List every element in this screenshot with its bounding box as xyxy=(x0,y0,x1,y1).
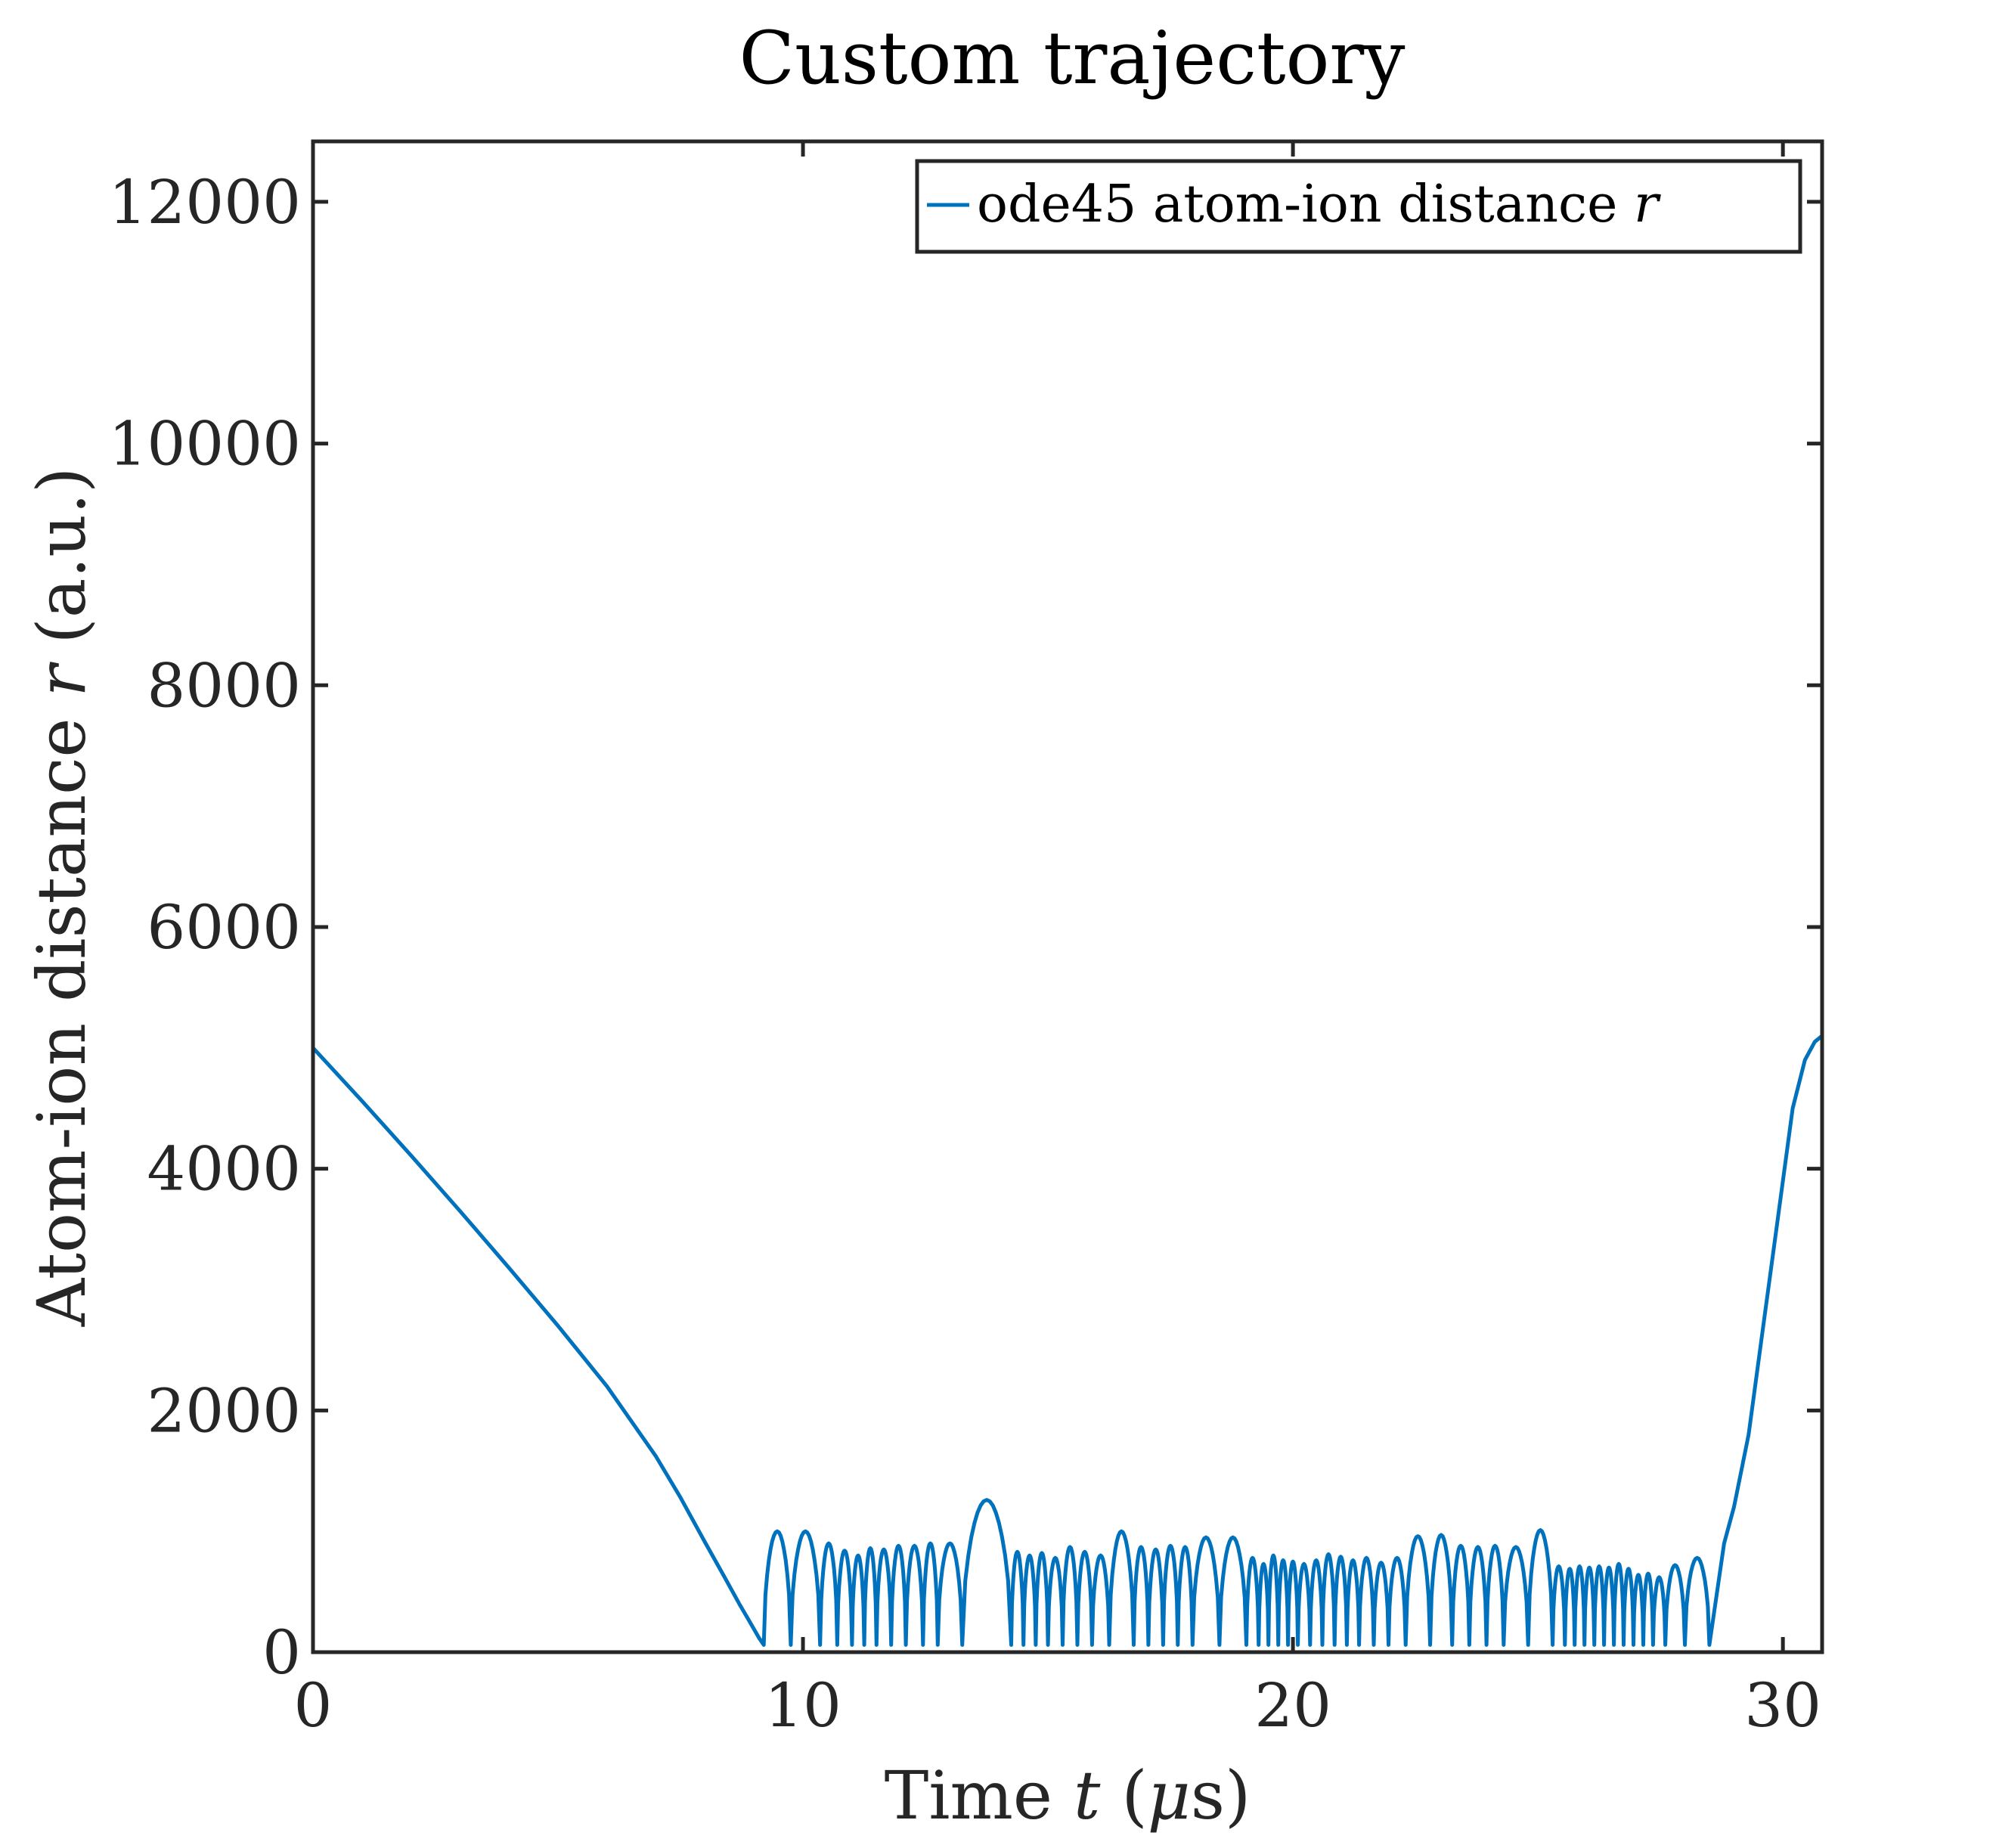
plot-area xyxy=(311,1034,1824,1647)
legend-label-var: r xyxy=(1634,175,1661,234)
legend: ode45 atom-ion distance r xyxy=(915,159,1802,254)
y-axis-label-suffix: (a.u.) xyxy=(23,467,101,665)
y-tick-label: 8000 xyxy=(147,650,301,721)
x-tick-label: 10 xyxy=(764,1670,841,1741)
axis-ticks xyxy=(311,141,1822,1654)
x-tick-label: 20 xyxy=(1254,1670,1331,1741)
legend-label-prefix: ode45 atom-ion distance xyxy=(977,175,1634,234)
chart-title: Custom trajectory xyxy=(739,16,1405,101)
y-tick-label: 6000 xyxy=(147,892,301,963)
axes-box xyxy=(311,139,1824,1654)
y-tick-label: 10000 xyxy=(109,409,302,479)
x-axis-label-open: ( xyxy=(1100,1757,1147,1834)
y-axis-label-var: r xyxy=(23,662,101,697)
x-axis-label-unit: s) xyxy=(1191,1757,1251,1834)
x-tick-label: 30 xyxy=(1744,1670,1821,1741)
series-line-r xyxy=(311,1034,1824,1647)
y-tick-label: 4000 xyxy=(147,1134,301,1205)
x-axis-label-var: t xyxy=(1074,1757,1101,1834)
legend-box xyxy=(915,159,1802,254)
y-tick-label: 2000 xyxy=(147,1375,301,1446)
y-axis-label: Atom-ion distance r (a.u.) xyxy=(23,467,101,1328)
x-axis-label-prefix: Time xyxy=(885,1757,1074,1834)
x-axis-label: Time t (μs) xyxy=(885,1757,1251,1834)
tick-labels: 0 10 20 30 0 2000 4000 6000 8000 10000 12000 xyxy=(109,167,1822,1741)
y-tick-label: 12000 xyxy=(109,167,302,237)
x-axis-label-unit-var: μ xyxy=(1148,1757,1191,1834)
y-tick-label: 0 xyxy=(262,1617,301,1688)
y-axis-label-prefix: Atom-ion distance xyxy=(23,697,101,1328)
x-tick-label: 0 xyxy=(294,1670,333,1741)
legend-label: ode45 atom-ion distance r xyxy=(977,175,1661,234)
